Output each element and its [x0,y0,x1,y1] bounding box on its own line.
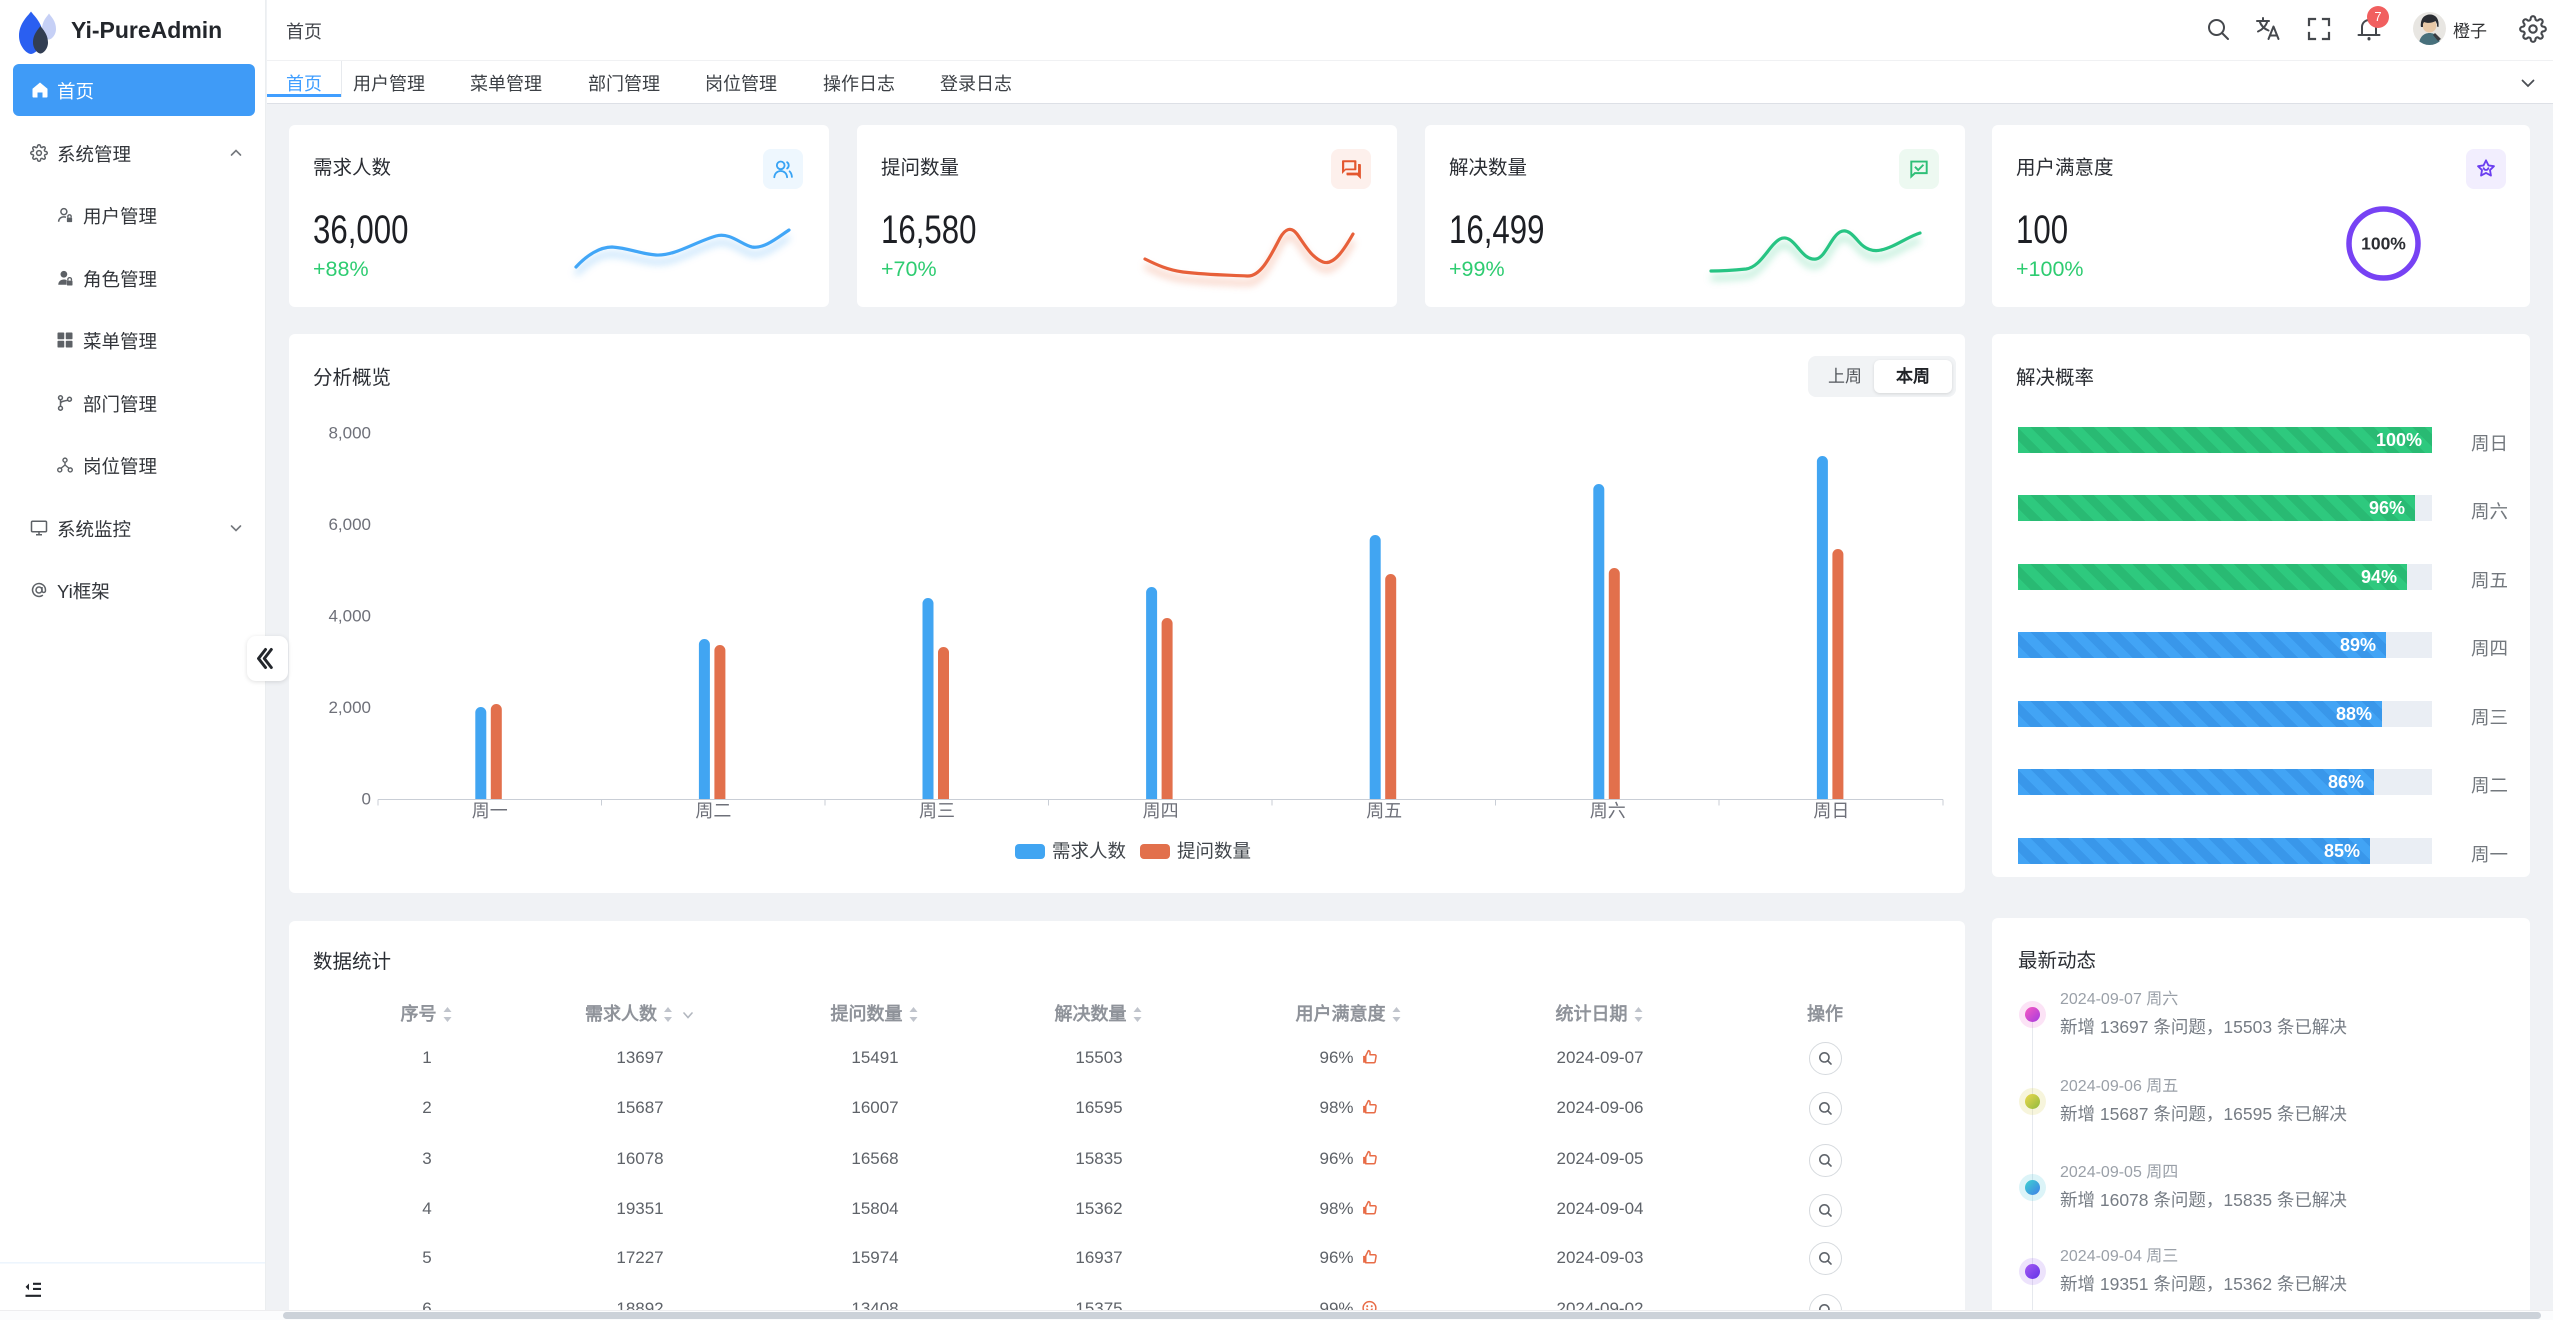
svg-text:周一: 周一 [472,801,508,821]
svg-text:2,000: 2,000 [328,698,371,717]
svg-text:周四: 周四 [1143,801,1179,821]
svg-text:周日: 周日 [1813,801,1849,821]
svg-text:周二: 周二 [695,801,731,821]
svg-text:需求人数: 需求人数 [1052,841,1126,862]
svg-text:6,000: 6,000 [328,515,371,534]
svg-text:0: 0 [362,790,371,809]
svg-text:周三: 周三 [919,801,955,821]
svg-text:提问数量: 提问数量 [1177,841,1251,862]
svg-text:周五: 周五 [1366,801,1402,821]
svg-text:100%: 100% [2361,234,2406,254]
svg-text:4,000: 4,000 [328,607,371,626]
svg-text:周六: 周六 [1590,801,1626,821]
svg-text:8,000: 8,000 [328,424,371,443]
